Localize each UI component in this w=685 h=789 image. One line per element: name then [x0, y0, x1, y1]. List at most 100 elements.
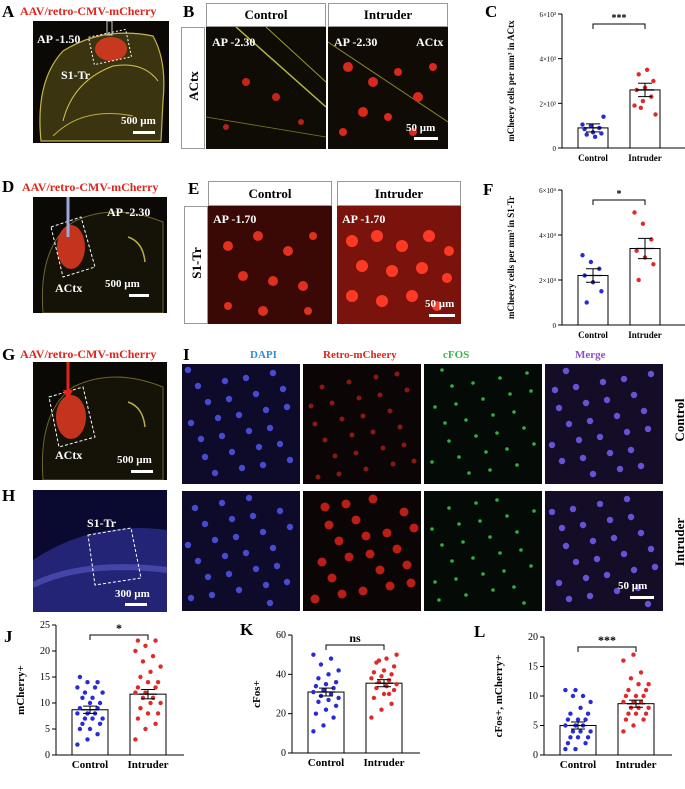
cell-dot	[363, 466, 369, 472]
data-point-c-control	[599, 131, 604, 136]
cell-dot	[505, 514, 509, 518]
cell-dot	[474, 434, 478, 438]
cell-dot	[491, 588, 495, 592]
data-point-j-control	[92, 685, 98, 690]
cell-dot	[522, 426, 526, 430]
cell-dot	[565, 595, 573, 603]
data-point-c-intruder	[653, 112, 658, 117]
cell-dot	[235, 411, 243, 419]
cell-dot	[430, 527, 434, 531]
data-point-k-control	[311, 689, 316, 695]
cells-control-e	[223, 231, 317, 316]
cell-dot	[454, 577, 458, 581]
cell-dot	[255, 443, 263, 451]
data-point-l-intruder	[638, 670, 644, 675]
bar-f-intruder	[629, 248, 661, 326]
chart-k: 0 20 40 60 cFos+ Control Intruder ns	[251, 630, 420, 769]
cell-dot	[515, 463, 519, 467]
row-label-i-intruder: Intruder	[672, 517, 685, 567]
cell-dot	[332, 453, 338, 459]
micro-intruder-b: AP -2.30 ACtx 50 µm	[328, 27, 448, 149]
cell-dot	[252, 390, 260, 398]
ap-label-e2: AP -1.70	[342, 212, 386, 226]
y-tick-label-j: 10	[40, 698, 50, 709]
cell-dot	[630, 391, 638, 399]
panel-label-d: D	[2, 177, 15, 196]
virus-label-g: AAV/retro-CMV-mCherry	[20, 347, 157, 361]
data-point-l-intruder	[638, 699, 644, 705]
chart-c: 0 2×10³ 4×10³ 6×10³ mCheery cells per mm³ in…	[506, 11, 685, 163]
scale-bar-a	[133, 131, 155, 134]
cell-dot	[589, 470, 597, 478]
data-point-k-control	[321, 723, 326, 728]
data-point-k-intruder	[381, 691, 387, 697]
cell-dot	[644, 600, 652, 608]
scale-bar-h	[125, 603, 147, 606]
cell-dot	[211, 536, 219, 544]
y-tick-label-j: 5	[45, 724, 50, 735]
panel-label-k: K	[240, 620, 254, 639]
ap-label-d: AP -2.30	[107, 205, 151, 219]
cell-dot	[402, 560, 412, 570]
tile-bg	[303, 364, 421, 484]
cell-dot	[495, 498, 499, 502]
cell-dot	[555, 404, 563, 412]
fibers-control-b	[206, 27, 326, 138]
y-tick-label-j: 25	[40, 620, 50, 631]
cell-dot	[512, 410, 516, 414]
cell-dot	[394, 371, 400, 377]
virus-label-a: AAV/retro-CMV-mCherry	[20, 4, 157, 18]
panel-label-l: L	[474, 622, 486, 641]
data-point-j-intruder	[158, 700, 163, 706]
cell-dot	[312, 421, 318, 427]
cell-dot	[317, 557, 327, 567]
panel-label-a: A	[2, 2, 15, 21]
cell-dot	[606, 516, 614, 524]
cell-dot	[508, 392, 512, 396]
data-point-l-control	[580, 693, 586, 699]
data-point-j-control	[87, 700, 93, 706]
cell-dot	[572, 383, 580, 391]
cell-dot	[390, 461, 396, 467]
panel-label-g: G	[2, 345, 16, 364]
y-tick-label-j: 15	[40, 672, 50, 683]
significance-label-l: ***	[598, 633, 616, 647]
data-point-k-control	[313, 683, 319, 689]
cell-dot	[245, 494, 253, 502]
chart-j: 0 5 10 15 20 25 mCherry+ Control Intruder *	[15, 620, 184, 771]
data-point-l-intruder	[623, 717, 629, 722]
data-point-l-control	[570, 729, 576, 734]
cell-dot	[596, 500, 604, 508]
channel-label-dapi: DAPI	[250, 349, 277, 361]
cell-dot	[467, 471, 471, 475]
data-point-j-intruder	[138, 674, 143, 680]
scale-text-e: 50 µm	[425, 298, 455, 310]
data-point-l-intruder	[631, 723, 636, 728]
cell-dot	[512, 585, 516, 589]
cell-dot	[266, 599, 274, 607]
brain-section-d: AP -2.30 ACtx 500 µm	[33, 197, 167, 313]
data-point-l-control	[565, 717, 571, 722]
cell-dot	[457, 455, 461, 459]
cell-dot	[433, 405, 437, 409]
x-tick-label-k: Control	[308, 757, 344, 769]
data-point-l-intruder	[641, 717, 646, 722]
data-point-j-intruder	[148, 700, 153, 706]
virus-label-d: AAV/retro-CMV-mCherry	[22, 180, 159, 194]
y-axis-label-j: mCherry+	[15, 665, 27, 715]
cell-dot	[529, 389, 533, 393]
data-point-j-control	[82, 690, 88, 695]
data-point-l-control	[570, 693, 576, 699]
panel-label-f: F	[483, 180, 494, 199]
data-point-k-intruder	[371, 695, 377, 701]
cell-dot	[225, 570, 233, 578]
cell-dot	[397, 424, 403, 430]
cell-dot	[450, 559, 454, 563]
cell-dot	[575, 436, 583, 444]
significance-bracket-c	[592, 23, 646, 29]
data-point-j-intruder	[135, 638, 141, 643]
data-point-j-control	[95, 732, 100, 737]
data-point-k-intruder	[386, 691, 392, 697]
data-point-c-control	[584, 132, 589, 137]
row-box-b: ACtx	[181, 27, 205, 149]
